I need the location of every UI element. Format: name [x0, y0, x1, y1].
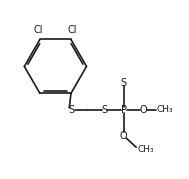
Text: S: S — [121, 78, 127, 88]
Text: S: S — [101, 105, 107, 115]
Text: O: O — [139, 105, 147, 115]
Text: O: O — [120, 131, 128, 141]
Text: Cl: Cl — [68, 25, 77, 35]
Text: CH₃: CH₃ — [157, 105, 173, 113]
Text: P: P — [121, 105, 127, 115]
Text: Cl: Cl — [33, 25, 43, 35]
Text: CH₃: CH₃ — [137, 145, 154, 154]
Text: S: S — [68, 105, 74, 115]
